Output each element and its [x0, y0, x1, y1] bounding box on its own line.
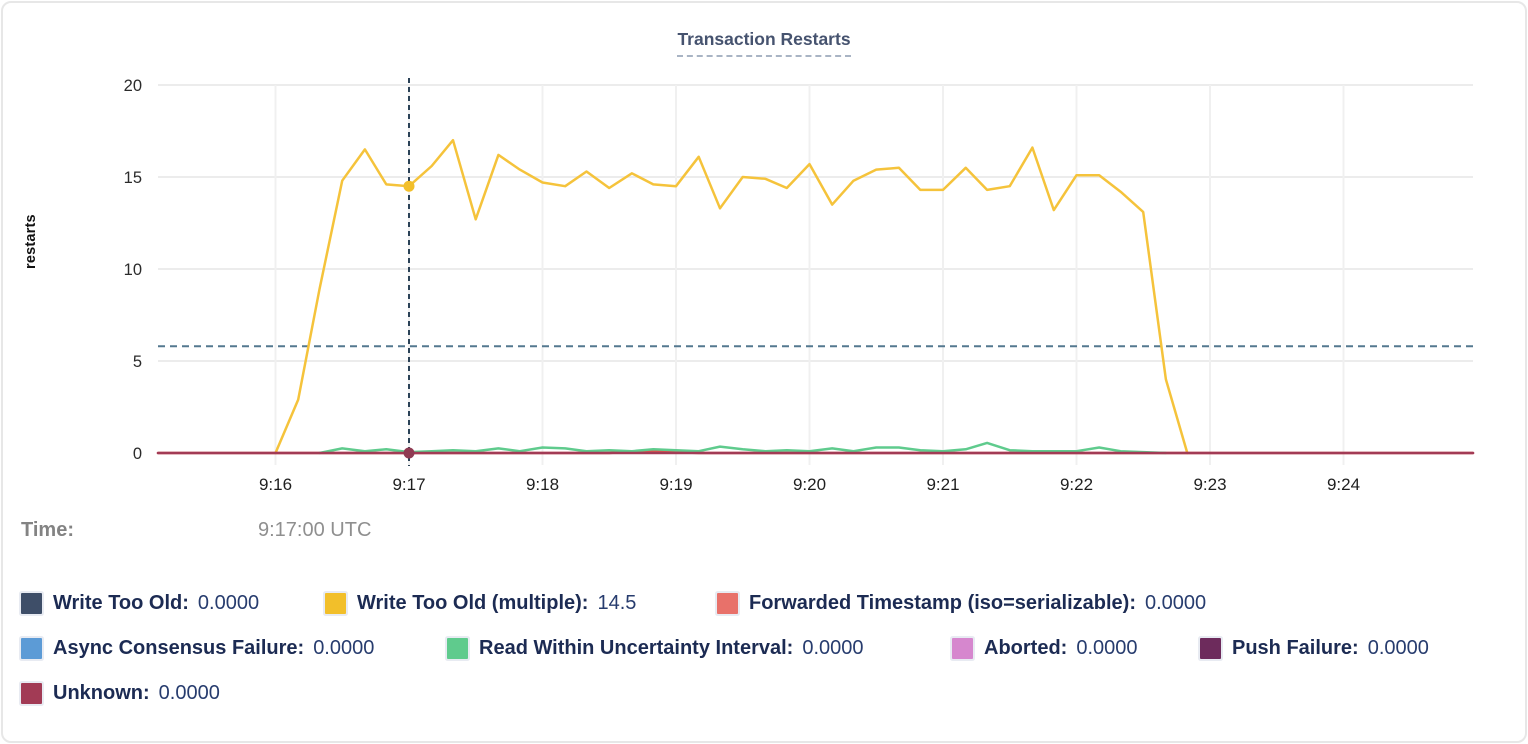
legend-item-read-within-uncertainty: Read Within Uncertainty Interval: 0.0000	[447, 637, 864, 660]
legend-item-forwarded-timestamp: Forwarded Timestamp (iso=serializable): …	[717, 592, 1206, 615]
legend-item-value: 0.0000	[197, 592, 260, 614]
legend-item-label: Read Within Uncertainty Interval:	[479, 637, 794, 659]
x-tick-label: 9:19	[659, 475, 692, 494]
legend-item-value: 0.0000	[1367, 637, 1429, 659]
legend-item-value: 0.0000	[1076, 637, 1138, 659]
x-tick-label: 9:16	[259, 475, 292, 494]
legend-item-value: 0.0000	[802, 637, 864, 659]
chart-title-wrap: Transaction Restarts	[3, 29, 1525, 57]
x-tick-label: 9:20	[793, 475, 826, 494]
hover-time-value: 9:17:00 UTC	[258, 519, 372, 541]
legend-item-label: Async Consensus Failure:	[53, 637, 305, 659]
x-tick-label: 9:23	[1193, 475, 1226, 494]
legend-item-push-failure: Push Failure: 0.0000	[1200, 637, 1429, 660]
navy-swatch	[21, 593, 42, 614]
y-tick-label: 5	[133, 353, 142, 371]
salmon-swatch	[717, 593, 738, 614]
legend-item-label: Forwarded Timestamp (iso=serializable):	[749, 592, 1136, 614]
hover-time-label: Time:	[21, 519, 74, 541]
hover-time-row: Time: 9:17:00 UTC	[21, 519, 1511, 545]
x-tick-label: 9:18	[526, 475, 559, 494]
legend-item-label: Write Too Old (multiple):	[357, 592, 589, 614]
legend-item-label: Aborted:	[984, 637, 1068, 659]
legend-item-label: Unknown:	[53, 682, 150, 704]
legend-item-value: 14.5	[597, 592, 637, 614]
purple-swatch	[1200, 638, 1221, 659]
chart-legend: Write Too Old: 0.0000 Write Too Old (mul…	[21, 592, 1513, 722]
legend-item-value: 0.0000	[313, 637, 375, 659]
hover-point	[403, 447, 415, 459]
x-tick-label: 9:17	[392, 475, 425, 494]
blue-swatch	[21, 638, 42, 659]
series-line	[274, 138, 1189, 455]
x-tick-label: 9:24	[1327, 475, 1360, 494]
legend-item-async-consensus-failure: Async Consensus Failure: 0.0000	[21, 637, 374, 660]
legend-row: Unknown: 0.0000	[21, 682, 1513, 708]
pink-swatch	[952, 638, 973, 659]
y-tick-label: 15	[124, 169, 142, 187]
chart-canvas[interactable]: 0 5 10 15 20 9:16 9:17 9:18 9:19 9:20 9:21 9:22 9:23…	[3, 3, 1527, 508]
legend-item-value: 0.0000	[158, 682, 220, 704]
y-tick-label: 20	[124, 77, 142, 95]
maroon-swatch	[21, 683, 42, 704]
legend-row: Async Consensus Failure: 0.0000 Read Wit…	[21, 637, 1513, 663]
green-swatch	[447, 638, 468, 659]
series-line	[318, 441, 1168, 455]
y-tick-label: 10	[124, 261, 142, 279]
legend-item-aborted: Aborted: 0.0000	[952, 637, 1138, 660]
chart-title[interactable]: Transaction Restarts	[677, 29, 851, 57]
legend-row: Write Too Old: 0.0000 Write Too Old (mul…	[21, 592, 1513, 618]
y-tick-label: 0	[133, 445, 142, 463]
legend-item-unknown: Unknown: 0.0000	[21, 682, 220, 705]
legend-item-value: 0.0000	[1144, 592, 1207, 614]
legend-item-write-too-old-multiple: Write Too Old (multiple): 14.5	[325, 592, 636, 615]
yellow-swatch	[325, 593, 346, 614]
legend-item-write-too-old: Write Too Old: 0.0000	[21, 592, 259, 615]
hover-point	[403, 180, 415, 192]
x-tick-label: 9:21	[926, 475, 959, 494]
legend-item-label: Write Too Old:	[53, 592, 189, 614]
x-tick-label: 9:22	[1060, 475, 1093, 494]
legend-item-label: Push Failure:	[1232, 637, 1359, 659]
